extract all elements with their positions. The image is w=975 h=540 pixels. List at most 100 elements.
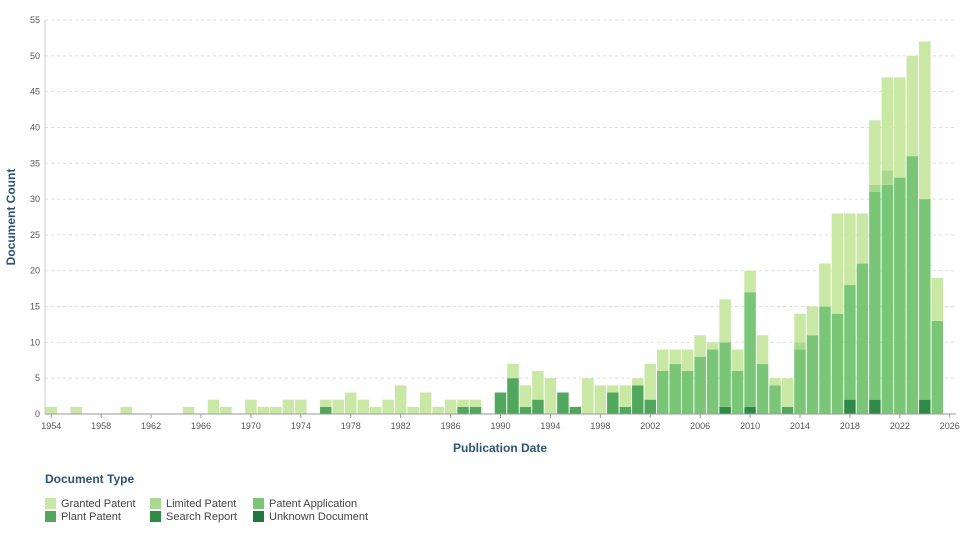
legend-item[interactable]: Limited Patent (150, 498, 236, 510)
bar-segment-granted-patent[interactable] (407, 406, 419, 414)
bar-segment-granted-patent[interactable] (906, 55, 919, 157)
bar-segment-granted-patent[interactable] (220, 406, 232, 414)
bar-segment-granted-patent[interactable] (656, 349, 669, 372)
bar-segment-plant-patent[interactable] (607, 392, 619, 414)
bar-segment-patent-application[interactable] (931, 320, 944, 414)
bar-segment-granted-patent[interactable] (681, 349, 694, 372)
legend-item[interactable]: Search Report (150, 511, 237, 523)
bar-segment-granted-patent[interactable] (831, 213, 844, 314)
bar-segment-patent-application[interactable] (806, 335, 819, 414)
bar-segment-limited-patent[interactable] (869, 184, 881, 192)
bar-segment-search-report[interactable] (744, 406, 756, 414)
bar-segment-granted-patent[interactable] (756, 335, 769, 364)
bar-segment-granted-patent[interactable] (632, 378, 644, 386)
bar-segment-granted-patent[interactable] (469, 399, 482, 407)
bar-segment-patent-application[interactable] (669, 363, 681, 414)
bar-segment-patent-application[interactable] (906, 156, 919, 415)
bar-segment-plant-patent[interactable] (469, 406, 482, 414)
bar-segment-plant-patent[interactable] (781, 406, 794, 414)
bar-segment-granted-patent[interactable] (607, 385, 619, 393)
legend-item[interactable]: Unknown Document (253, 511, 368, 523)
bar-segment-granted-patent[interactable] (706, 342, 719, 350)
bar-segment-granted-patent[interactable] (744, 270, 756, 293)
bar-segment-granted-patent[interactable] (507, 363, 519, 379)
bar-segment-granted-patent[interactable] (644, 363, 656, 400)
bar-segment-granted-patent[interactable] (819, 263, 831, 307)
bar-segment-granted-patent[interactable] (457, 399, 469, 407)
bar-segment-granted-patent[interactable] (769, 378, 781, 386)
bar-segment-granted-patent[interactable] (345, 392, 357, 414)
bar-segment-plant-patent[interactable] (532, 399, 544, 414)
bar-segment-plant-patent[interactable] (457, 406, 469, 414)
bar-segment-granted-patent[interactable] (881, 77, 894, 171)
bar-segment-granted-patent[interactable] (719, 299, 731, 343)
bar-segment-granted-patent[interactable] (519, 385, 532, 407)
bar-segment-granted-patent[interactable] (245, 399, 257, 414)
bar-segment-granted-patent[interactable] (295, 399, 307, 414)
bar-segment-search-report[interactable] (719, 406, 731, 414)
bar-segment-patent-application[interactable] (756, 363, 769, 414)
bar-segment-granted-patent[interactable] (320, 399, 332, 407)
bar-segment-granted-patent[interactable] (894, 77, 906, 178)
bar-segment-granted-patent[interactable] (432, 406, 444, 414)
bar-segment-patent-application[interactable] (769, 385, 781, 414)
bar-segment-limited-patent[interactable] (794, 342, 806, 350)
bar-segment-granted-patent[interactable] (532, 371, 544, 400)
bar-segment-search-report[interactable] (844, 399, 856, 414)
legend-item[interactable]: Patent Application (253, 498, 357, 510)
bar-segment-patent-application[interactable] (681, 371, 694, 414)
bar-segment-plant-patent[interactable] (494, 392, 507, 414)
bar-segment-patent-application[interactable] (844, 285, 856, 400)
bar-segment-granted-patent[interactable] (619, 385, 632, 407)
bar-segment-granted-patent[interactable] (382, 399, 394, 414)
bar-segment-granted-patent[interactable] (794, 313, 806, 343)
bar-segment-patent-application[interactable] (731, 371, 744, 414)
bar-segment-patent-application[interactable] (706, 349, 719, 414)
bar-segment-granted-patent[interactable] (844, 213, 856, 286)
bar-segment-granted-patent[interactable] (856, 213, 869, 264)
bar-segment-search-report[interactable] (869, 399, 881, 414)
bar-segment-plant-patent[interactable] (320, 406, 332, 414)
bar-segment-granted-patent[interactable] (394, 385, 407, 414)
bar-segment-granted-patent[interactable] (594, 385, 607, 414)
bar-segment-patent-application[interactable] (894, 177, 906, 414)
bar-segment-patent-application[interactable] (719, 342, 731, 407)
bar-segment-patent-application[interactable] (856, 263, 869, 414)
bar-segment-granted-patent[interactable] (257, 406, 270, 414)
bar-segment-patent-application[interactable] (656, 371, 669, 414)
bar-segment-granted-patent[interactable] (544, 378, 557, 414)
bar-segment-granted-patent[interactable] (419, 392, 432, 414)
bar-segment-patent-application[interactable] (744, 292, 756, 407)
bar-segment-plant-patent[interactable] (507, 378, 519, 414)
bar-segment-granted-patent[interactable] (781, 378, 794, 407)
bar-segment-plant-patent[interactable] (557, 392, 569, 414)
bar-segment-patent-application[interactable] (881, 184, 894, 414)
bar-segment-granted-patent[interactable] (694, 335, 706, 357)
bar-segment-patent-application[interactable] (694, 356, 706, 414)
bar-segment-granted-patent[interactable] (869, 120, 881, 185)
bar-segment-search-report[interactable] (919, 399, 931, 414)
bar-segment-plant-patent[interactable] (644, 399, 656, 414)
bar-segment-plant-patent[interactable] (632, 385, 644, 414)
bar-segment-plant-patent[interactable] (569, 406, 582, 414)
bar-segment-granted-patent[interactable] (282, 399, 295, 414)
bar-segment-granted-patent[interactable] (919, 41, 931, 200)
bar-segment-plant-patent[interactable] (519, 406, 532, 414)
bar-segment-granted-patent[interactable] (731, 349, 744, 372)
bar-segment-limited-patent[interactable] (881, 170, 894, 185)
bar-segment-granted-patent[interactable] (332, 399, 345, 414)
bar-segment-patent-application[interactable] (819, 306, 831, 414)
bar-segment-granted-patent[interactable] (207, 399, 220, 414)
bar-segment-patent-application[interactable] (831, 313, 844, 414)
bar-segment-patent-application[interactable] (919, 199, 931, 400)
bar-segment-granted-patent[interactable] (120, 406, 132, 414)
bar-segment-patent-application[interactable] (869, 191, 881, 400)
bar-segment-granted-patent[interactable] (182, 406, 195, 414)
bar-segment-plant-patent[interactable] (619, 406, 632, 414)
bar-segment-granted-patent[interactable] (45, 406, 57, 414)
bar-segment-granted-patent[interactable] (444, 399, 457, 414)
bar-segment-patent-application[interactable] (794, 349, 806, 414)
bar-segment-granted-patent[interactable] (357, 399, 369, 414)
bar-segment-granted-patent[interactable] (931, 277, 944, 321)
bar-segment-granted-patent[interactable] (369, 406, 382, 414)
